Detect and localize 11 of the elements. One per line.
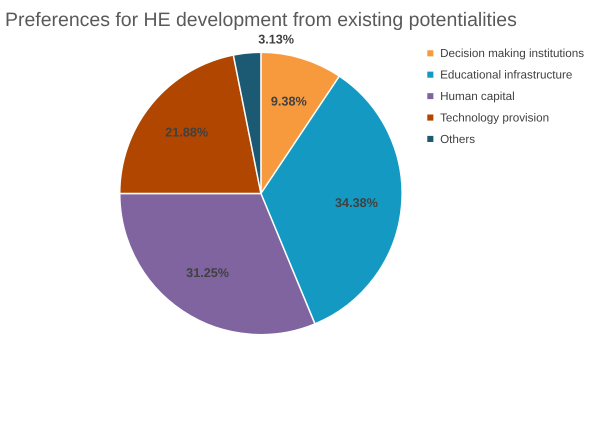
legend-label: Technology provision (440, 111, 550, 124)
data-label: 21.88% (165, 126, 208, 140)
legend-label: Educational infrastructure (440, 68, 572, 82)
data-label: 9.38% (270, 94, 307, 109)
chart-title: Preferences for HE development from existing potentialities (5, 8, 518, 31)
legend-label: Human capital (440, 90, 515, 104)
legend-label: Decision making institutions (440, 47, 584, 60)
data-label: 31.25% (186, 266, 230, 280)
data-label: 34.38% (335, 196, 378, 210)
legend-label: Others (440, 132, 476, 146)
data-label: 3.13% (258, 32, 294, 46)
